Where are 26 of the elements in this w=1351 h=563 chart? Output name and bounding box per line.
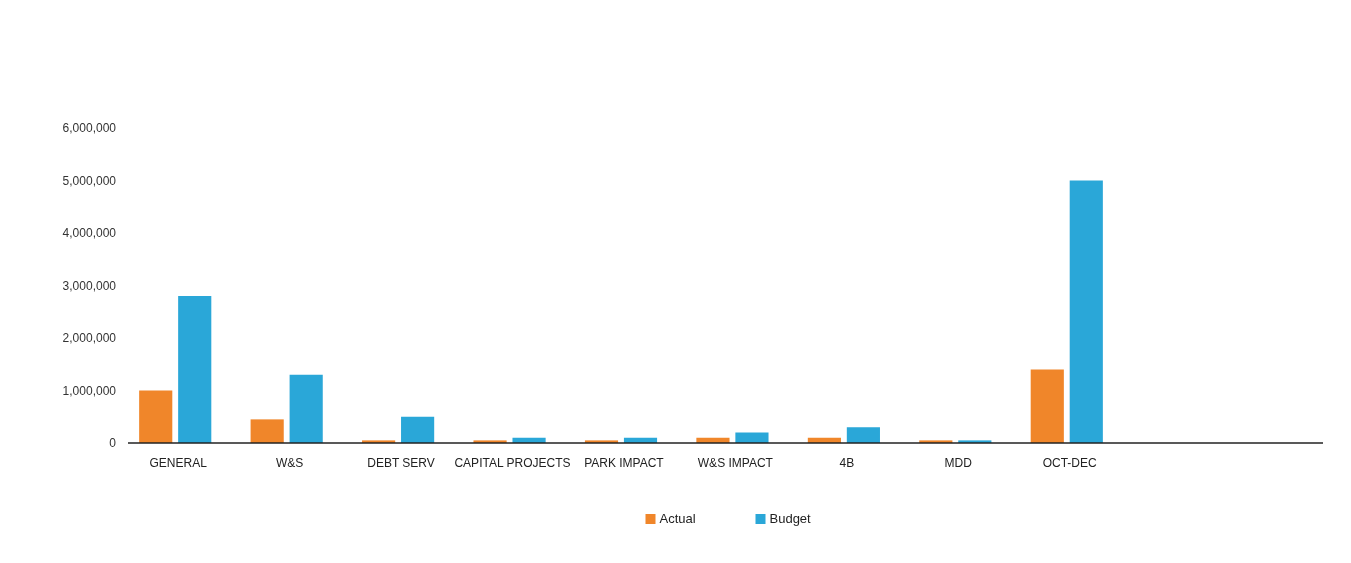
y-tick-label: 6,000,000 [62, 121, 117, 136]
legend-label: Actual [659, 511, 696, 526]
y-tick-label: 0 [109, 436, 117, 451]
y-tick-label: 2,000,000 [62, 331, 117, 346]
bar [139, 390, 173, 443]
x-tick-label: MDD [944, 456, 973, 470]
x-tick-label: CAPITAL PROJECTS [454, 456, 571, 470]
bar [1030, 369, 1064, 443]
x-tick-label: 4B [839, 456, 855, 470]
x-tick-label: PARK IMPACT [584, 456, 665, 470]
bar [846, 427, 880, 443]
x-tick-label: OCT-DEC [1042, 456, 1098, 470]
y-tick-label: 5,000,000 [62, 173, 117, 188]
x-tick-label: GENERAL [149, 456, 208, 470]
legend-label: Budget [769, 511, 812, 526]
bar [289, 374, 323, 443]
y-tick-label: 1,000,000 [62, 383, 117, 398]
bar [1069, 180, 1103, 443]
y-tick-label: 4,000,000 [62, 226, 117, 241]
x-tick-label: DEBT SERV [367, 456, 435, 470]
x-tick-label: W&S IMPACT [697, 456, 774, 470]
y-tick-label: 3,000,000 [62, 278, 117, 293]
x-tick-label: W&S [275, 456, 304, 470]
bar [178, 296, 212, 443]
bar [401, 416, 435, 443]
bar [250, 419, 284, 443]
